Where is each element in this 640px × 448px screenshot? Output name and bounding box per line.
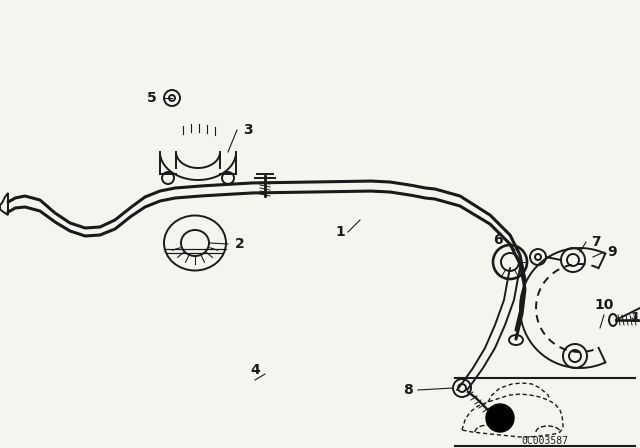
Text: 8: 8 (403, 383, 413, 397)
Text: 4: 4 (250, 363, 260, 377)
Text: 2: 2 (235, 237, 245, 251)
Text: 3: 3 (243, 123, 253, 137)
Text: 6: 6 (493, 233, 503, 247)
Text: 1: 1 (335, 225, 345, 239)
Text: 5: 5 (147, 91, 157, 105)
Text: 0C003587: 0C003587 (522, 436, 568, 446)
Circle shape (486, 404, 514, 432)
Text: 7: 7 (591, 235, 601, 249)
Text: 9: 9 (607, 245, 617, 259)
Text: 10: 10 (595, 298, 614, 312)
Text: 11: 11 (630, 311, 640, 325)
